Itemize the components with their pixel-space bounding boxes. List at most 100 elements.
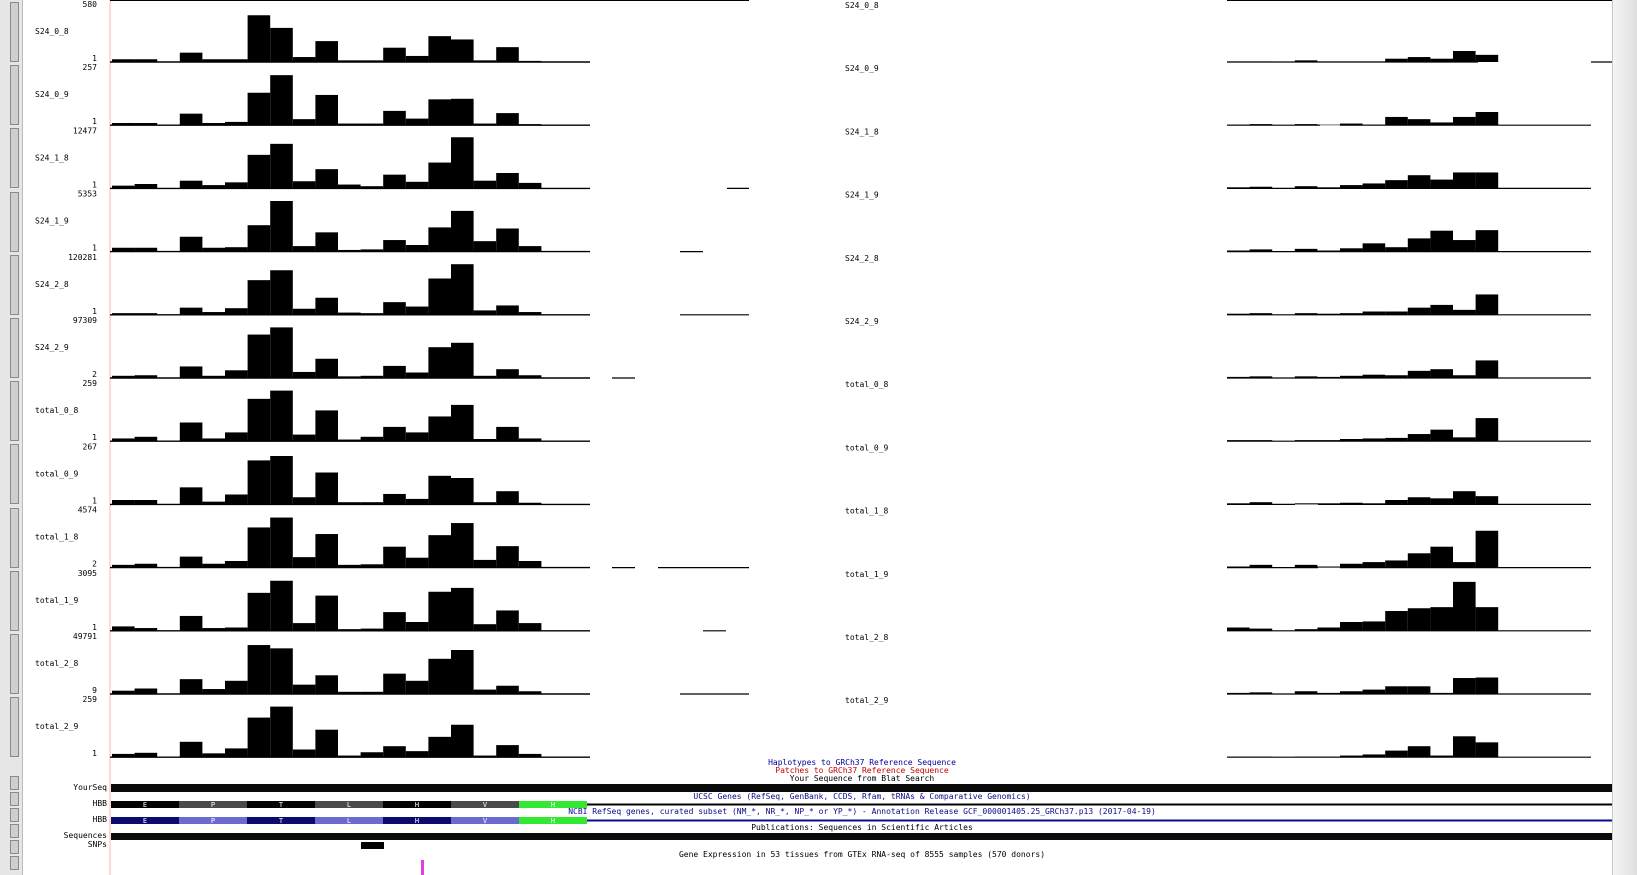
coverage-bar [405,751,429,758]
coverage-bar [1453,562,1476,568]
track-toggle-button[interactable] [10,808,19,822]
track-max-value: 49791 [73,632,97,641]
track-center-label: S24_0_8 [845,1,879,10]
coverage-bar [134,123,158,126]
coverage-bar [1453,437,1476,442]
coverage-bar [179,615,203,631]
coverage-bar [451,404,474,442]
coverage-bar [405,372,429,378]
coverage-bar [179,487,203,505]
coverage-bar [360,691,384,694]
coverage-bar [270,75,293,126]
coverage-bar [202,185,225,189]
coverage-bar [473,310,497,315]
track-toggle-button[interactable] [10,254,19,315]
coverage-bar [496,745,519,758]
coverage-bar [1317,376,1340,378]
coverage-bar [383,673,406,694]
coverage-bar [292,57,316,62]
coverage-bar [112,438,135,442]
coverage-bar [270,201,293,252]
coverage-bar [315,94,338,126]
coverage-bar [202,247,225,252]
coverage-bar [338,376,361,378]
coverage-bar [405,118,429,126]
gene-exon-segment [383,801,451,808]
coverage-bar [1294,503,1318,505]
coverage-bar [1227,503,1250,505]
track-toggle-button[interactable] [10,65,19,126]
coverage-bar [473,60,497,62]
track-toggle-button[interactable] [10,570,19,631]
track-name-label: S24_0_8 [35,27,69,36]
track-toggle-button[interactable] [10,634,19,694]
track-min-value: 1 [92,54,97,63]
coverage-bar [383,47,406,62]
coverage-bar [1317,124,1340,126]
coverage-bar [518,691,542,694]
gene-exon-segment [383,817,451,824]
coverage-bar [451,587,474,631]
coverage-bar [1340,61,1363,62]
coverage-bar [1249,502,1273,505]
track-toggle-button[interactable] [10,128,19,189]
coverage-bar [360,502,384,505]
coverage-bar [1362,183,1386,189]
track-toggle-button[interactable] [10,444,19,505]
track-toggle-button[interactable] [10,824,19,838]
coverage-bar [247,334,271,378]
coverage-bar [428,278,451,315]
coverage-bar [225,370,248,378]
track-toggle-button[interactable] [10,697,19,758]
sequences-bar [111,833,1612,840]
coverage-bar [518,623,542,631]
coverage-bar [496,610,519,631]
gene-exon-segment [519,817,587,824]
track-toggle-button[interactable] [10,318,19,378]
coverage-bar [360,60,384,62]
haplotypes-track-label: Haplotypes to GRCh37 Reference Sequence [768,758,956,767]
track-max-value: 580 [83,0,98,9]
coverage-bar [1227,313,1250,315]
track-toggle-button[interactable] [10,792,19,806]
coverage-bar [473,123,497,126]
gene-segment-letter: L [347,817,351,825]
coverage-bar [338,439,361,442]
coverage-bar [270,27,293,62]
coverage-bar [383,174,406,189]
coverage-bar [1340,185,1363,189]
coverage-bar [428,227,451,252]
track-toggle-button[interactable] [10,840,19,854]
track-toggle-button[interactable] [10,381,19,442]
coverage-bar [1294,564,1318,568]
coverage-bar [1475,54,1499,62]
track-toggle-button[interactable] [10,191,19,252]
coverage-bar [112,753,135,758]
track-center-label: S24_0_9 [845,64,879,73]
track-toggle-button[interactable] [10,856,19,870]
track-toggle-button[interactable] [10,507,19,568]
track-toggle-button[interactable] [10,776,19,790]
coverage-bar [134,500,158,505]
coverage-bar [134,436,158,442]
coverage-bar [1475,230,1499,252]
track-min-value: 1 [92,496,97,505]
coverage-bar [1340,248,1363,252]
coverage-bar [405,680,429,694]
coverage-bar [112,564,135,568]
coverage-bar [338,249,361,252]
coverage-bar [518,246,542,252]
coverage-bar [1340,755,1363,758]
track-name-label: total_2_9 [35,722,79,731]
track-toggle-button[interactable] [10,2,19,62]
coverage-bar [225,748,248,758]
coverage-bar [1317,61,1340,62]
gene-segment-letter: H [551,817,555,825]
coverage-bar [1294,691,1318,694]
gene-exon-segment [315,801,383,808]
coverage-bar [405,557,429,568]
coverage-bar [360,564,384,568]
coverage-bar [405,498,429,505]
coverage-bar [225,494,248,505]
